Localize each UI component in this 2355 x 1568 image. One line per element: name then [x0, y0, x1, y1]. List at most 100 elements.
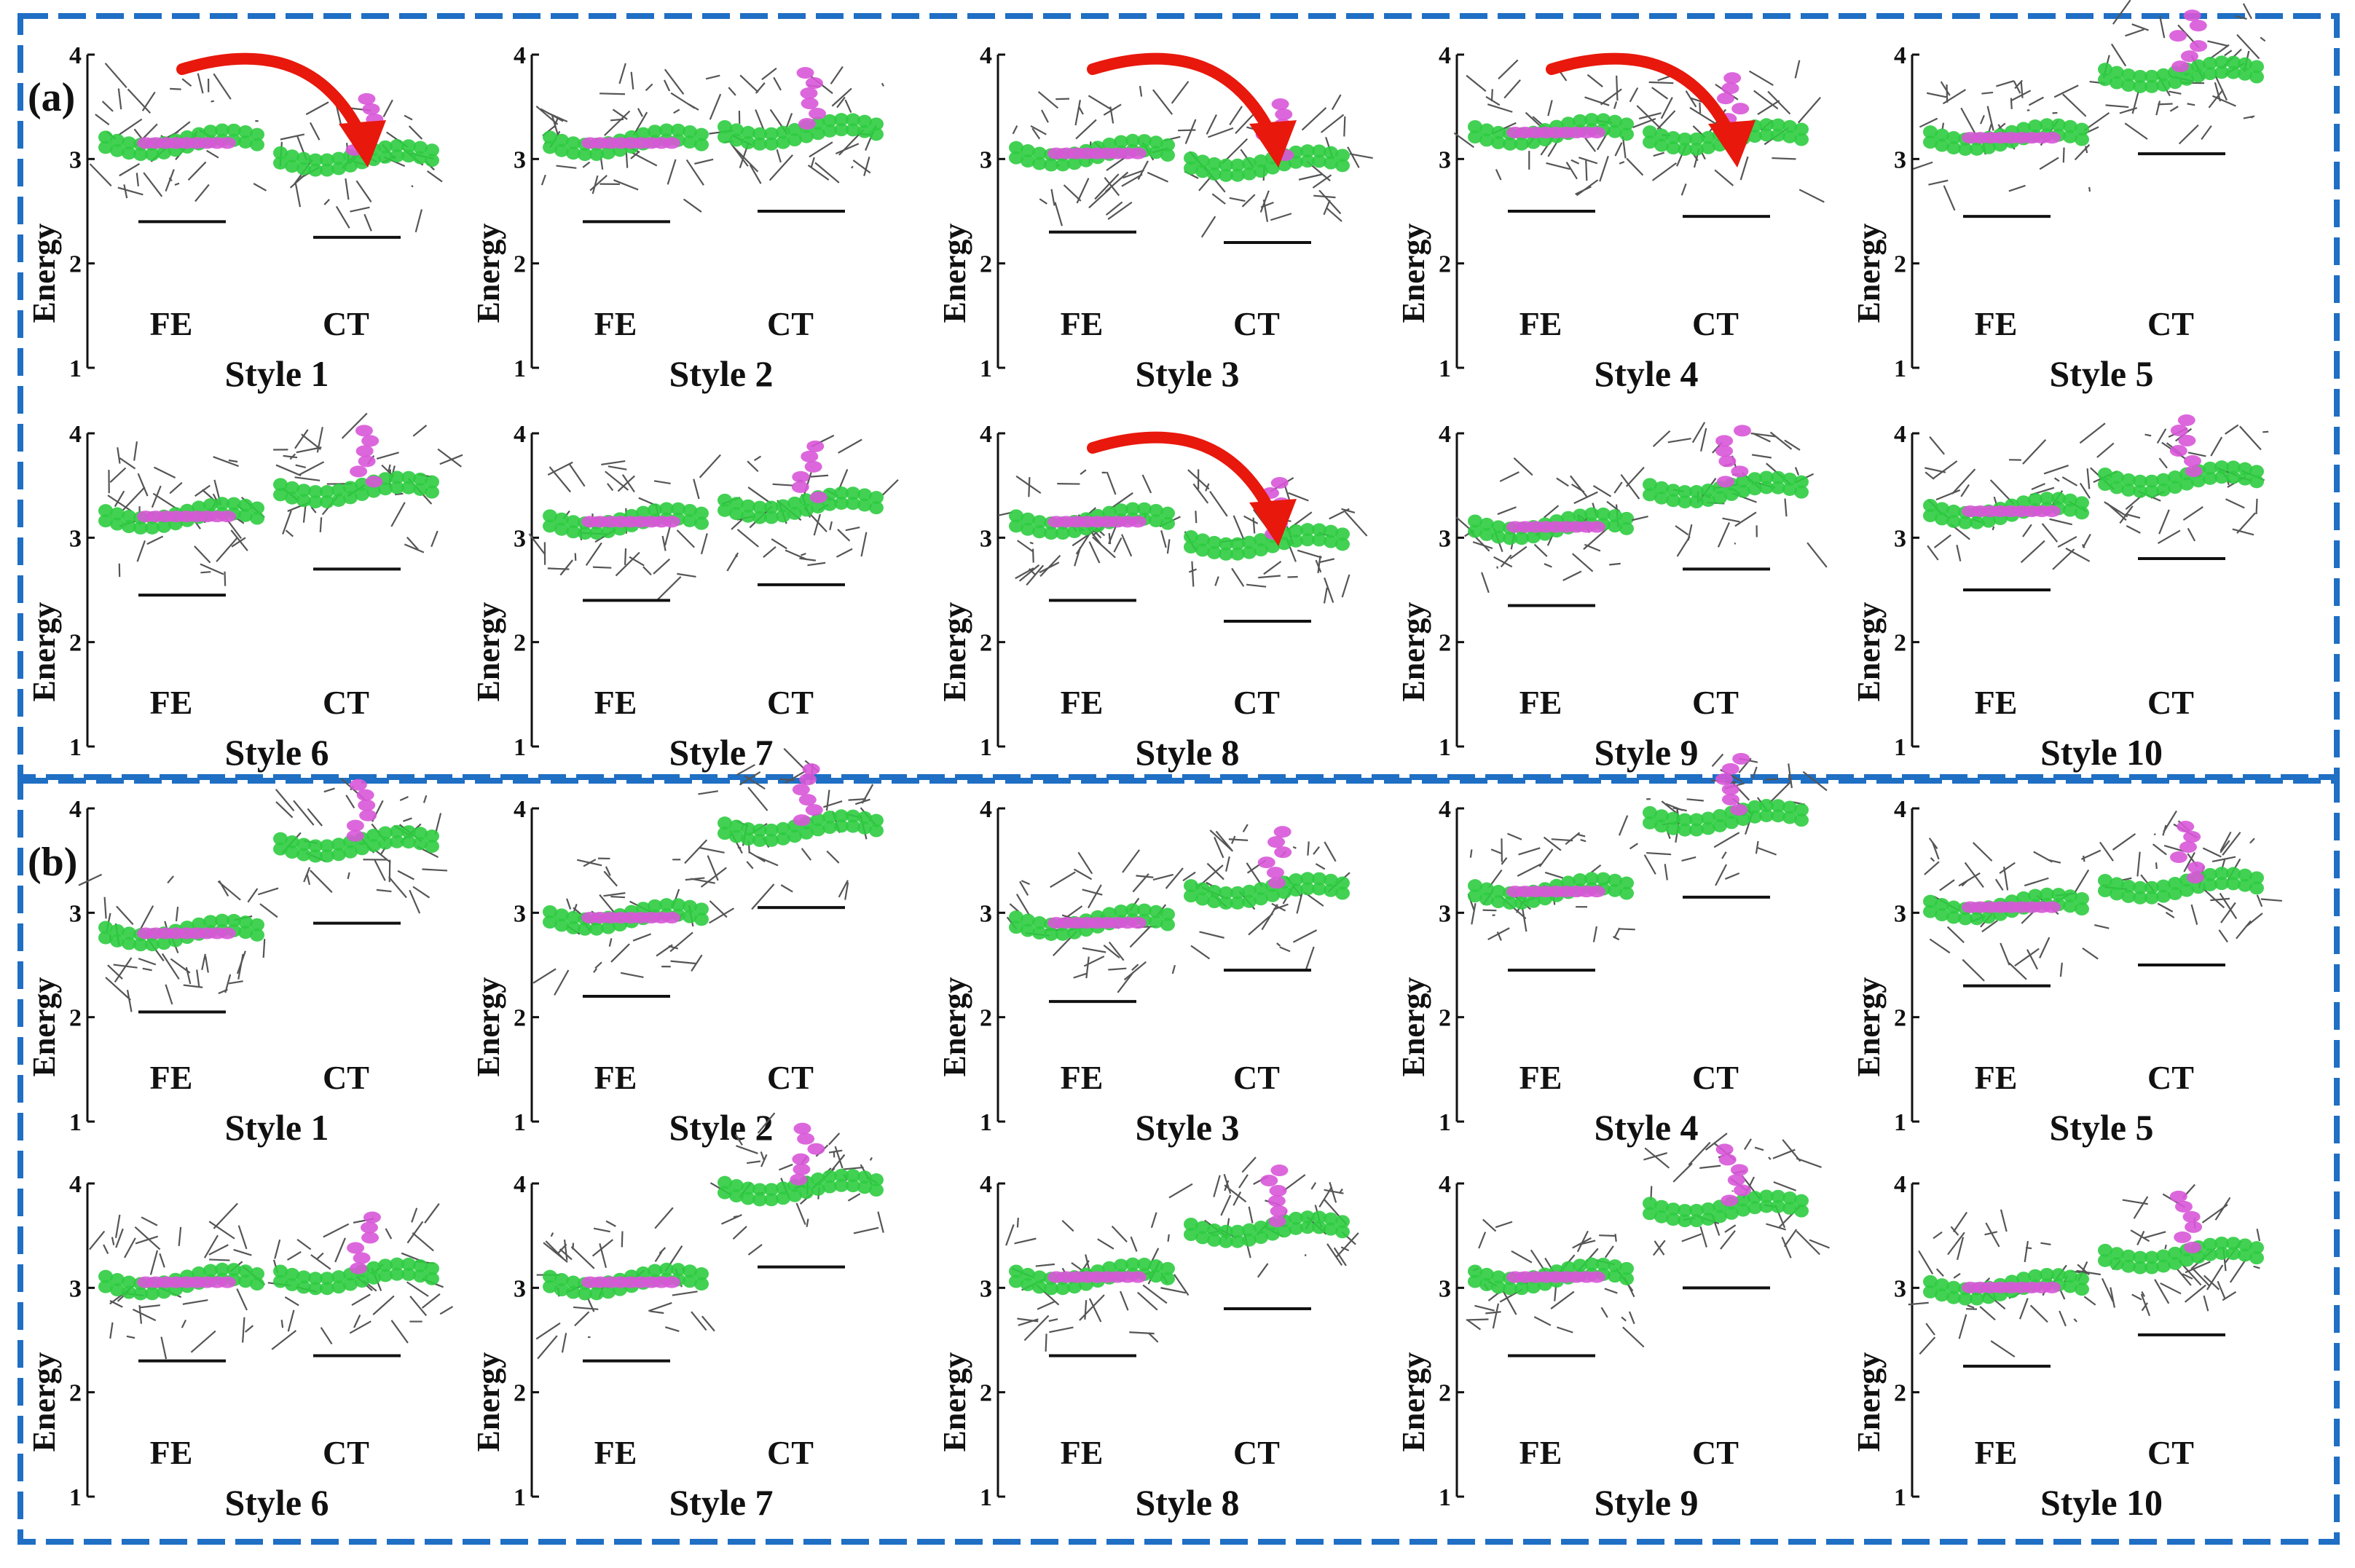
molecule-bond [785, 769, 808, 784]
y-tick-label: 2 [1894, 1005, 1906, 1032]
donor-orbital-lobe [1771, 470, 1785, 484]
acceptor-orbital-lobe [2182, 1210, 2201, 1223]
molecule-bond [2000, 1209, 2008, 1232]
molecule-bond [1999, 862, 2016, 875]
molecule-bond [200, 563, 224, 575]
molecule-bond [1575, 186, 1592, 195]
molecule-bond [1482, 1218, 1497, 1232]
molecule-bond [1324, 577, 1334, 603]
donor-orbital-lobe [1970, 912, 1984, 926]
donor-orbital-lobe [1794, 803, 1809, 817]
donor-orbital-lobe [273, 478, 288, 492]
donor-orbital-lobe [869, 491, 884, 505]
donor-orbital-lobe [1923, 1285, 1938, 1299]
donor-orbital-lobe [741, 822, 755, 836]
donor-orbital-lobe [110, 923, 125, 937]
donor-orbital-lobe [2203, 867, 2217, 881]
molecule-bond [2079, 482, 2091, 499]
molecule-bond [825, 789, 830, 811]
molecule-bond [341, 412, 368, 439]
donor-orbital-lobe [1514, 137, 1529, 151]
donor-orbital-lobe [1794, 475, 1809, 489]
molecule-bond [181, 1319, 187, 1328]
donor-orbital-lobe [1689, 1204, 1704, 1218]
donor-orbital-lobe [1923, 499, 1938, 512]
molecule-bond [1171, 81, 1190, 104]
molecule-bond [1317, 555, 1321, 574]
donor-orbital-lobe [331, 493, 346, 507]
molecule-bond [1160, 530, 1167, 548]
molecule-bond [1699, 102, 1702, 114]
donor-orbital-lobe [2063, 493, 2077, 507]
molecule-bond [2136, 1230, 2145, 1245]
molecule-bond [1653, 151, 1665, 157]
donor-orbital-lobe [331, 1280, 346, 1294]
molecule-bond [1929, 938, 1951, 954]
donor-orbital-lobe [554, 908, 569, 922]
style-name-label: Style 4 [1594, 1107, 1698, 1148]
donor-orbital-lobe [1195, 892, 1210, 906]
molecule-bond [691, 1311, 707, 1331]
donor-orbital-lobe [1254, 533, 1268, 547]
y-tick-label: 2 [1439, 1380, 1451, 1407]
donor-orbital-lobe [1067, 926, 1082, 939]
molecule-bond [2235, 15, 2247, 20]
molecule-bond [1981, 91, 1994, 95]
y-axis-label: Energy [471, 1352, 506, 1452]
donor-orbital-lobe [2121, 473, 2136, 486]
molecule-bond [1592, 926, 1597, 942]
molecule-bond [406, 1281, 429, 1297]
donor-orbital-lobe [2214, 55, 2229, 69]
molecule-bond [275, 464, 302, 477]
molecule-bond [1241, 1157, 1257, 1173]
molecule-bond [799, 557, 817, 562]
molecule-bond [1720, 1230, 1736, 1250]
molecule-bond [1926, 92, 1947, 98]
molecule-bond [2182, 506, 2203, 521]
donor-orbital-lobe [2214, 877, 2229, 891]
donor-orbital-lobe [2075, 506, 2089, 520]
donor-orbital-lobe [543, 519, 557, 533]
donor-orbital-lobe [1254, 165, 1268, 178]
molecule-bond [2187, 527, 2196, 542]
donor-orbital-lobe [390, 481, 404, 495]
molecule-bond [126, 1335, 135, 1339]
molecule-bond [642, 566, 652, 576]
donor-orbital-lobe [2203, 1237, 2217, 1251]
donor-orbital-lobe [1044, 1282, 1058, 1296]
molecule-bond [2126, 524, 2141, 534]
y-axis-label: Energy [26, 977, 62, 1077]
acceptor-orbital-lobe [1727, 1174, 1745, 1186]
donor-orbital-lobe [2144, 1250, 2159, 1264]
molecule-bond [720, 1214, 742, 1225]
fe-state-label: FE [594, 305, 637, 342]
donor-orbital-lobe [308, 163, 323, 177]
molecule-bond [747, 460, 759, 473]
donor-orbital-lobe [636, 505, 650, 519]
ct-state-label: CT [1692, 684, 1739, 721]
donor-orbital-lobe [425, 475, 439, 489]
donor-orbital-lobe [98, 1269, 113, 1283]
molecule-bond [213, 1202, 238, 1229]
donor-orbital-lobe [1219, 158, 1233, 172]
donor-orbital-lobe [1701, 811, 1715, 825]
molecule-bond [1061, 1220, 1074, 1232]
donor-orbital-lobe [543, 509, 557, 523]
molecule-bond [1088, 95, 1114, 111]
molecule-bond [1956, 1237, 1965, 1261]
molecule-bond [2083, 855, 2085, 862]
molecule-bond [747, 787, 768, 811]
molecule-bond [141, 91, 156, 111]
donor-orbital-lobe [822, 497, 837, 511]
molecule-bond [1094, 173, 1120, 200]
molecule-bond [2155, 101, 2161, 116]
molecule-bond [1297, 549, 1322, 559]
donor-orbital-lobe [729, 1179, 744, 1193]
molecule-bond [1616, 75, 1619, 101]
donor-orbital-lobe [811, 813, 825, 827]
acceptor-orbital-lobe [798, 794, 817, 806]
molecule-bond [744, 775, 766, 790]
molecule-bond [837, 529, 851, 542]
donor-orbital-lobe [215, 1262, 229, 1276]
y-tick-label: 4 [980, 421, 992, 448]
